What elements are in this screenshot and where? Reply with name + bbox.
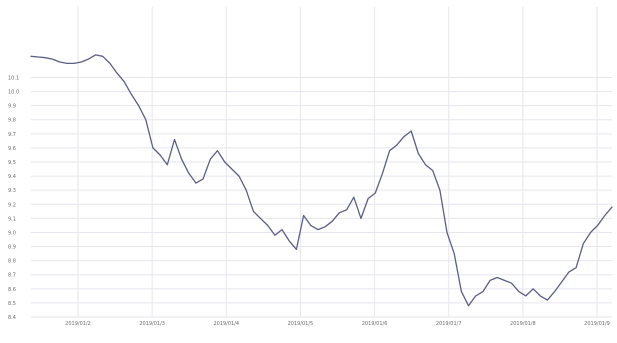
y-tick-label: 9.7 — [8, 132, 16, 138]
x-tick-label: 2019/01/5 — [288, 321, 314, 327]
x-tick-label: 2019/01/7 — [436, 321, 462, 327]
y-tick-label: 8.9 — [8, 245, 16, 251]
y-tick-label: 8.5 — [8, 301, 16, 307]
chart-grid — [31, 7, 612, 318]
y-tick-label: 8.4 — [8, 315, 16, 321]
y-tick-label: 10.1 — [8, 75, 19, 81]
y-tick-label: 9.8 — [8, 118, 16, 124]
y-tick-label: 10.0 — [8, 90, 19, 96]
x-tick-label: 2019/01/3 — [139, 321, 165, 327]
y-tick-label: 8.8 — [8, 259, 16, 265]
x-axis-ticks: 2019/01/2 2019/01/3 2019/01/4 2019/01/5 2019… — [65, 321, 610, 327]
y-tick-label: 9.9 — [8, 104, 16, 110]
y-tick-label: 9.5 — [8, 160, 16, 166]
x-tick-label: 2019/01/8 — [510, 321, 536, 327]
y-tick-label: 9.1 — [8, 216, 16, 222]
y-tick-label: 9.6 — [8, 146, 16, 152]
y-tick-label: 9.0 — [8, 230, 16, 236]
y-axis-ticks: 8.4 8.5 8.6 8.7 8.8 8.9 9.0 9.1 9.2 9.3 9.4 9.5 9.6 9… — [8, 75, 19, 321]
y-tick-label: 9.2 — [8, 202, 16, 208]
series-line — [30, 54, 613, 307]
y-tick-label: 9.3 — [8, 188, 16, 194]
x-tick-label: 2019/01/4 — [213, 321, 239, 327]
x-tick-label: 2019/01/2 — [65, 321, 91, 327]
y-tick-label: 8.6 — [8, 287, 16, 293]
x-tick-label: 2019/01/6 — [362, 321, 388, 327]
y-tick-label: 9.4 — [8, 174, 16, 180]
y-tick-label: 8.7 — [8, 273, 16, 279]
x-tick-label: 2019/01/9 — [584, 321, 610, 327]
